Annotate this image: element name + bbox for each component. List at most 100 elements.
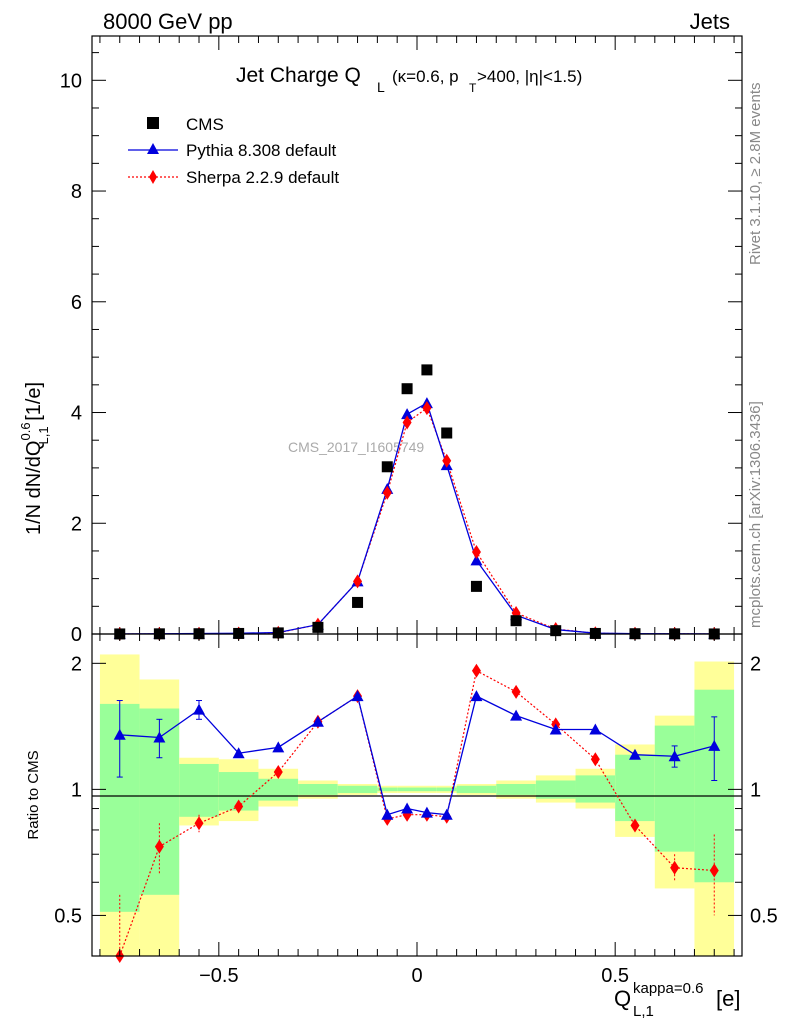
ylabel-sup: 0.6 <box>18 422 33 440</box>
sherpa-point <box>402 415 412 430</box>
title-pt-sub: T <box>469 81 477 95</box>
ratio-y-ticks: 0.5 0.5 1 1 2 2 <box>54 653 778 927</box>
sherpa-ratio-point <box>670 860 680 875</box>
ratio-band-inner <box>179 763 219 817</box>
x-axis-label: Q kappa=0.6 L,1 [e] <box>614 980 740 1020</box>
ylabel-pre: 1/N dN/dQ <box>23 441 45 535</box>
sherpa-point <box>382 485 392 500</box>
cms-point <box>421 364 433 376</box>
ratio-band-inner <box>337 785 378 794</box>
xlabel-pre: Q <box>614 986 631 1011</box>
ratio-band-inner <box>456 785 497 794</box>
ratio-y-axis-label: Ratio to CMS <box>25 750 42 839</box>
svg-text:Ratio to CMS: Ratio to CMS <box>25 750 42 839</box>
main-y-axis-label: 1/N dN/dQ0.6 L,1 [1/e] <box>18 382 51 535</box>
pythia-ratio-point <box>549 723 562 735</box>
pythia-ratio-point <box>351 690 364 702</box>
main-y-tick-label: 4 <box>71 403 82 425</box>
cms-point <box>510 615 522 627</box>
pythia-ratio-point <box>381 808 394 820</box>
pythia-point <box>401 408 414 420</box>
xlabel-post: [e] <box>716 986 740 1011</box>
main-y-ticks: 0 2 4 6 8 10 <box>60 52 742 646</box>
sherpa-ratio-point <box>194 816 204 831</box>
rivet-label: Rivet 3.1.10, ≥ 2.8M events <box>747 83 764 266</box>
ratio-uncertainty-bands <box>99 654 735 956</box>
ratio-plot-panel: 0.5 0.5 1 1 2 2 −0.5 0 0.5 Ratio to CMS Q kappa… <box>25 633 778 1020</box>
ratio-band-inner <box>575 775 616 803</box>
energy-label: 8000 GeV pp <box>103 9 233 34</box>
legend-sherpa-label: Sherpa 2.2.9 default <box>186 168 339 187</box>
cms-point <box>441 427 453 439</box>
pythia-ratio-point <box>589 723 602 735</box>
sherpa-ratio-point <box>273 765 283 780</box>
ratio-band-inner <box>397 787 417 792</box>
ylabel-sub: L,1 <box>36 426 51 444</box>
pythia-point <box>470 554 483 566</box>
main-y-tick-label: 10 <box>60 70 82 92</box>
sherpa-ratio-line <box>119 669 715 957</box>
sherpa-ratio-point <box>154 839 164 854</box>
pythia-ratio-point <box>440 808 453 820</box>
title-rest: >400, |η|<1.5) <box>477 67 582 86</box>
sherpa-ratio-point <box>590 752 600 767</box>
pythia-ratio-point <box>708 739 721 751</box>
sherpa-point <box>471 545 481 560</box>
xlabel-sub: L,1 <box>633 1003 654 1020</box>
pythia-ratio-point <box>420 806 433 818</box>
sherpa-point <box>422 401 432 416</box>
pythia-ratio-line <box>119 695 715 816</box>
pythia-ratio-point <box>510 709 523 721</box>
ratio-band-inner <box>535 780 576 799</box>
ratio-y-tick-label: 1 <box>71 779 82 801</box>
main-y-tick-label: 2 <box>71 513 82 535</box>
ratio-band-inner <box>436 787 457 792</box>
main-y-tick-label: 6 <box>71 292 82 314</box>
sherpa-ratio-point <box>630 818 640 833</box>
ratio-x-tick-label: −0.5 <box>199 965 238 987</box>
legend: CMS Pythia 8.308 default Sherpa 2.2.9 de… <box>128 115 339 187</box>
pythia-ratio-point <box>401 802 414 814</box>
ratio-x-tick-label: 0 <box>411 965 422 987</box>
pythia-ratio-point <box>311 715 324 727</box>
cms-point <box>401 383 413 395</box>
cms-point <box>381 461 393 473</box>
ratio-band-inner <box>377 787 398 792</box>
main-y-tick-label: 0 <box>71 624 82 646</box>
main-series <box>113 364 721 641</box>
pythia-ratio-point <box>628 748 641 760</box>
pythia-ratio-point <box>272 741 285 753</box>
ratio-y-tick-label: 0.5 <box>54 905 82 927</box>
legend-cms-label: CMS <box>186 115 224 134</box>
sherpa-ratio-point <box>709 863 719 878</box>
ratio-y-tick-label-right: 1 <box>750 779 761 801</box>
cms-point <box>272 627 284 639</box>
mcplots-label: mcplots.cern.ch [arXiv:1306.3436] <box>747 401 764 628</box>
pythia-ratio-point <box>668 750 681 762</box>
title-main: Jet Charge Q <box>236 64 361 87</box>
legend-cms-marker <box>147 117 159 129</box>
pythia-ratio-point <box>193 703 206 715</box>
process-label: Jets <box>690 9 730 34</box>
ratio-band-inner <box>654 725 695 852</box>
svg-text:Rivet 3.1.10, ≥ 2.8M events: Rivet 3.1.10, ≥ 2.8M events <box>747 83 764 266</box>
main-plot-panel: 0 2 4 6 8 10 CMS_2017_I1605749 Jet Charge Q L… <box>18 35 743 646</box>
cms-point <box>550 625 562 637</box>
main-y-tick-label: 8 <box>71 181 82 203</box>
cms-point <box>470 580 482 592</box>
sherpa-point <box>442 453 452 468</box>
plot-title: Jet Charge Q L (κ=0.6, p T >400, |η|<1.5… <box>236 64 582 95</box>
ratio-band-inner <box>496 783 536 795</box>
ratio-x-ticks: −0.5 0 0.5 <box>99 634 735 987</box>
svg-text:1/N dN/dQ0.6L,1 [1/e]: 1/N dN/dQ0.6 L,1 [1/e] <box>18 382 51 535</box>
cms-point <box>312 621 324 633</box>
legend-pythia-marker <box>147 143 159 154</box>
xlabel-sup: kappa=0.6 <box>633 980 703 997</box>
ratio-band-inner <box>417 787 437 792</box>
sherpa-ratio-point <box>511 684 521 699</box>
ratio-y-tick-label-right: 0.5 <box>750 905 778 927</box>
ratio-band-inner <box>615 754 655 822</box>
ratio-y-tick-label: 2 <box>71 653 82 675</box>
sherpa-ratio-point <box>471 663 481 678</box>
